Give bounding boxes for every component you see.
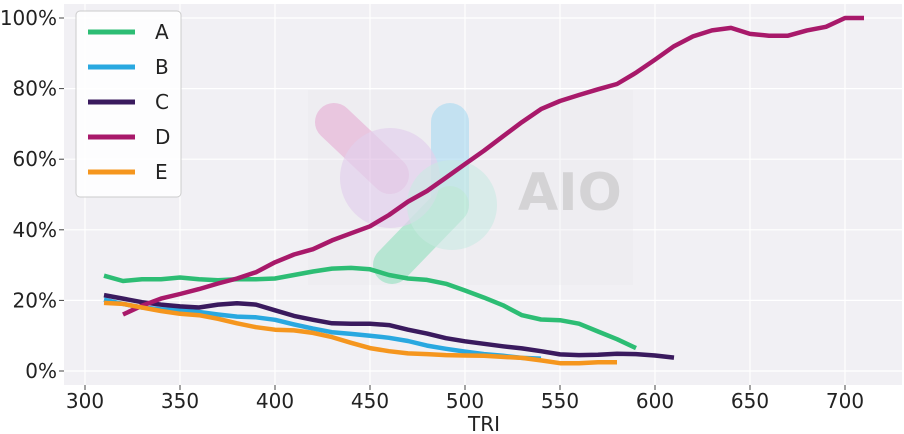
legend-label-D: D xyxy=(155,125,170,149)
legend-label-B: B xyxy=(155,55,169,79)
x-axis-title: TRI xyxy=(467,412,500,434)
y-tick-label: 0% xyxy=(25,359,57,383)
y-tick-label: 40% xyxy=(13,218,57,242)
y-axis-ticks: 0% 20% 40% 60% 80% 100% xyxy=(0,6,64,383)
watermark-bar-pink xyxy=(315,103,409,194)
y-tick-label: 20% xyxy=(13,288,57,312)
legend-label-E: E xyxy=(155,160,168,184)
x-tick-label: 500 xyxy=(446,389,484,413)
watermark-bar-green xyxy=(373,186,469,284)
series-C xyxy=(103,292,675,360)
x-tick-label: 450 xyxy=(351,389,389,413)
y-tick-label: 100% xyxy=(0,6,57,30)
series-E xyxy=(103,300,618,366)
legend-label-A: A xyxy=(155,20,169,44)
x-tick-label: 600 xyxy=(636,389,674,413)
series-A xyxy=(103,265,637,351)
aio-watermark: AIO xyxy=(308,90,633,285)
x-tick-label: 400 xyxy=(256,389,294,413)
plot-area xyxy=(64,4,902,385)
watermark-circle-right xyxy=(407,160,497,250)
x-tick-label: 700 xyxy=(826,389,864,413)
x-axis-ticks: 300 350 400 450 500 550 600 650 700 xyxy=(66,385,864,413)
x-tick-label: 350 xyxy=(161,389,199,413)
series-line-D xyxy=(122,15,864,317)
y-tick-label: 80% xyxy=(13,77,57,101)
legend-label-C: C xyxy=(155,90,169,114)
watermark-text: AIO xyxy=(518,163,622,223)
x-tick-label: 550 xyxy=(541,389,579,413)
watermark-circle-left xyxy=(340,128,440,228)
series-layer xyxy=(103,15,865,366)
series-D xyxy=(122,15,865,317)
x-tick-label: 650 xyxy=(731,389,769,413)
series-line-B xyxy=(103,297,542,361)
grid-lines xyxy=(64,4,902,385)
y-tick-label: 60% xyxy=(13,147,57,171)
series-line-E xyxy=(103,300,617,366)
x-tick-label: 300 xyxy=(66,389,104,413)
